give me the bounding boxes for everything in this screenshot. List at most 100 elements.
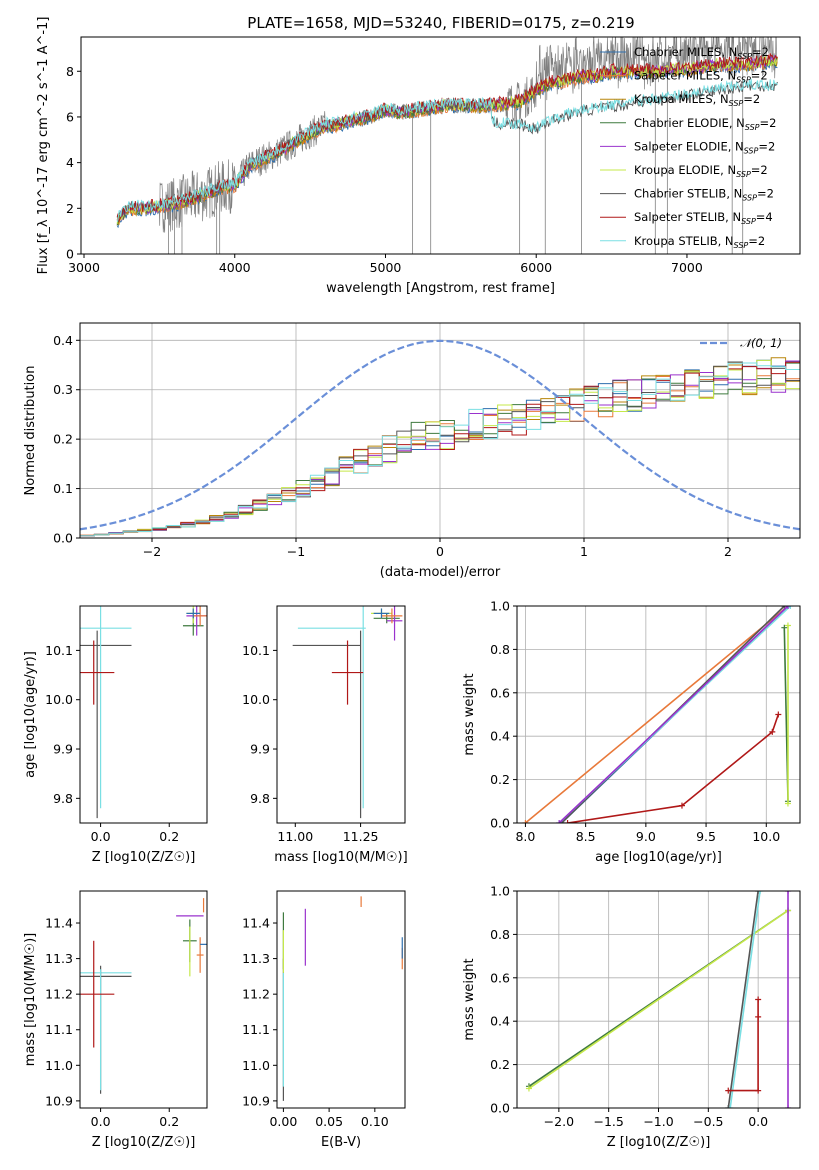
cumulative-marker bbox=[725, 1087, 732, 1094]
y-tick-label: 1.0 bbox=[490, 884, 510, 899]
y-tick-label: 11.1 bbox=[45, 1022, 73, 1037]
x-tick-label: 0.0 bbox=[91, 1114, 111, 1129]
x-axis-label: Z [log10(Z/Z☉)] bbox=[92, 850, 196, 865]
x-tick-label: 3000 bbox=[68, 260, 100, 275]
x-tick-label: 10.0 bbox=[752, 829, 780, 844]
y-tick-label: 1.0 bbox=[490, 599, 510, 614]
cumulative-marker bbox=[556, 820, 563, 823]
x-tick-label: 0.10 bbox=[361, 1114, 389, 1129]
x-tick-label: 7000 bbox=[671, 260, 703, 275]
y-tick-label: 0.0 bbox=[53, 531, 73, 546]
axes-mass-vs-Z: 0.0 0.2 10.9 11.0 11.1 11.2 11.3 11.4 Z [log10(Z… bbox=[23, 890, 208, 1150]
x-tick-label: 4000 bbox=[219, 260, 251, 275]
x-tick-label: 0.2 bbox=[159, 1114, 179, 1129]
plot-area-mass-vs-Z bbox=[80, 898, 207, 1094]
x-tick-label: −1 bbox=[287, 544, 305, 559]
x-tick-label: 0.0 bbox=[748, 1114, 768, 1129]
x-tick-label: 0.2 bbox=[159, 829, 179, 844]
y-tick-label: 0.3 bbox=[53, 382, 73, 397]
axes-frame bbox=[79, 322, 801, 539]
cumulative-line bbox=[727, 891, 759, 1108]
cumulative-line bbox=[528, 909, 789, 1090]
y-tick-label: 10.9 bbox=[242, 1093, 270, 1108]
y-tick-label: 0.1 bbox=[53, 481, 73, 496]
x-tick-label: −1.0 bbox=[643, 1114, 673, 1129]
residual-hist-kroupa-miles bbox=[80, 357, 800, 538]
cumulative-marker bbox=[564, 820, 571, 823]
plot-area-mass-vs-EBV bbox=[282, 896, 403, 1101]
axes-frame bbox=[516, 890, 801, 1109]
residual-hist-chabrier-stelib bbox=[80, 361, 800, 538]
cumulative-line bbox=[728, 999, 759, 1092]
residual-hist-kroupa-elodie bbox=[80, 359, 800, 538]
cumulative-marker bbox=[781, 606, 788, 609]
x-axis-label: age [log10(age/yr)] bbox=[595, 850, 722, 865]
x-tick-label: 9.5 bbox=[696, 829, 716, 844]
plot-area-cumweight-vs-age bbox=[522, 606, 794, 823]
legend-entry: Salpeter ELODIE, NSSP=2 bbox=[634, 139, 775, 155]
y-axis-label: mass weight bbox=[462, 673, 477, 755]
y-tick-label: 0.6 bbox=[490, 685, 510, 700]
x-axis-label: wavelength [Angstrom, rest frame] bbox=[326, 281, 555, 296]
y-tick-label: 0.4 bbox=[53, 333, 73, 348]
legend-entry: Kroupa STELIB, NSSP=2 bbox=[634, 234, 765, 250]
residual-hist-chabrier-elodie bbox=[80, 362, 800, 538]
cumulative-line bbox=[567, 714, 780, 823]
axes-frame bbox=[79, 605, 208, 824]
x-tick-label: 5000 bbox=[370, 260, 402, 275]
x-axis-label: mass [log10(M/M☉)] bbox=[274, 850, 407, 865]
y-tick-label: 11.0 bbox=[45, 1058, 73, 1073]
x-tick-label: 1 bbox=[580, 544, 588, 559]
spectrum-legend: Chabrier MILES, NSSP=2 Salpeter MILES, NS… bbox=[600, 45, 776, 250]
y-axis-label: age [log10(age/yr)] bbox=[23, 651, 38, 778]
y-tick-label: 0.2 bbox=[53, 432, 73, 447]
cumulative-marker bbox=[787, 606, 794, 609]
y-tick-label: 11.4 bbox=[242, 916, 270, 931]
x-axis-label: Z [log10(Z/Z☉)] bbox=[607, 1135, 711, 1150]
cumulative-marker bbox=[784, 800, 791, 807]
cumulative-marker bbox=[769, 728, 776, 735]
y-tick-label: 10.0 bbox=[242, 692, 270, 707]
y-axis-label: mass weight bbox=[462, 958, 477, 1040]
y-tick-label: 10.1 bbox=[242, 643, 270, 658]
cumulative-marker bbox=[755, 1013, 762, 1020]
axes-mass-vs-EBV: 0.00 0.05 0.10 10.9 11.0 11.1 11.2 11.3 11.4 E(B-… bbox=[242, 890, 406, 1150]
cumulative-marker bbox=[678, 802, 685, 809]
x-tick-label: −0.5 bbox=[693, 1114, 723, 1129]
axes-frame bbox=[516, 605, 801, 824]
x-tick-label: −2 bbox=[143, 544, 161, 559]
plot-area-spectrum bbox=[116, 37, 778, 254]
cumulative-marker bbox=[727, 1105, 734, 1108]
cumulative-marker bbox=[781, 624, 788, 631]
legend-entry: Salpeter STELIB, NSSP=4 bbox=[634, 210, 773, 226]
cumulative-marker bbox=[525, 1085, 532, 1092]
y-tick-label: 11.3 bbox=[242, 951, 270, 966]
cumulative-line bbox=[729, 891, 761, 1108]
y-tick-label: 0.0 bbox=[490, 816, 510, 831]
y-tick-label: 0.4 bbox=[490, 729, 510, 744]
cumulative-line bbox=[558, 606, 789, 823]
y-tick-label: 4 bbox=[66, 155, 74, 170]
x-tick-label: 6000 bbox=[520, 260, 552, 275]
plot-area-residuals bbox=[80, 339, 800, 538]
y-tick-label: 10.9 bbox=[45, 1093, 73, 1108]
x-tick-label: 9.0 bbox=[636, 829, 656, 844]
y-axis-label: Normed distribution bbox=[23, 366, 38, 496]
cumulative-marker bbox=[785, 891, 792, 894]
y-tick-label: 0.6 bbox=[490, 970, 510, 985]
y-tick-label: 9.8 bbox=[250, 791, 270, 806]
x-tick-label: −1.5 bbox=[593, 1114, 623, 1129]
residual-hist-salpeter-miles bbox=[80, 362, 800, 538]
y-tick-label: 9.9 bbox=[250, 742, 270, 757]
y-tick-label: 11.1 bbox=[242, 1022, 270, 1037]
y-tick-label: 10.1 bbox=[45, 643, 73, 658]
axes-residuals: −2 −1 0 1 2 0.0 0.1 0.2 0.3 0.4 (data-model)/error… bbox=[23, 322, 801, 580]
y-tick-label: 9.8 bbox=[53, 791, 73, 806]
plot-area-cumweight-vs-Z bbox=[525, 891, 792, 1108]
x-tick-label: 11.00 bbox=[277, 829, 313, 844]
y-tick-label: 2 bbox=[66, 201, 74, 216]
legend-entry: Chabrier STELIB, NSSP=2 bbox=[634, 187, 774, 203]
legend-entry: Chabrier ELODIE, NSSP=2 bbox=[634, 116, 776, 132]
y-tick-label: 0.0 bbox=[490, 1101, 510, 1116]
